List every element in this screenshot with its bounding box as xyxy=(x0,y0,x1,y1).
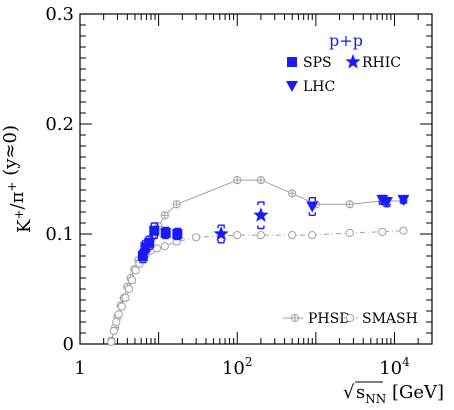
smash-point xyxy=(121,293,130,302)
smash-point xyxy=(152,244,161,253)
smash-point xyxy=(345,228,354,237)
x-tick-label: 102 xyxy=(222,355,253,379)
series-sps xyxy=(137,222,183,264)
legend-label-smash: SMASH xyxy=(362,311,418,327)
y-axis-label: K+/π+ (y≈0) xyxy=(0,125,35,233)
smash-point xyxy=(131,266,140,275)
x-axis-label-s: s xyxy=(356,382,365,403)
rhic-point xyxy=(253,207,269,222)
y-tick-label: 0.2 xyxy=(45,114,74,135)
y-tick-label: 0.3 xyxy=(45,4,74,25)
phsd-point xyxy=(160,211,169,220)
x-axis-label-body: sNN [GeV] xyxy=(356,382,444,406)
legend-label-sps: SPS xyxy=(303,55,332,71)
smash-point xyxy=(128,276,137,285)
legend-item-sps: SPS xyxy=(287,55,332,71)
legend-item-rhic: RHIC xyxy=(345,54,401,71)
y-tick-label: 0.1 xyxy=(45,224,74,245)
lhc-point xyxy=(380,197,393,209)
legend-label-lhc: LHC xyxy=(303,79,335,95)
sps-point xyxy=(144,237,155,248)
smash-point xyxy=(112,317,121,327)
y-axis-label-sup: + xyxy=(5,182,19,192)
phsd-point xyxy=(172,200,181,209)
x-axis-label-rest: [GeV] xyxy=(386,382,444,403)
series-rhic xyxy=(213,201,269,244)
x-axis-label-root: √ xyxy=(343,382,355,403)
rhic-syst-bottom xyxy=(217,239,225,244)
y-axis-label-part: K xyxy=(14,219,35,233)
legend-marker-smash xyxy=(345,313,355,323)
smash-point xyxy=(160,242,169,251)
legend-marker-sps xyxy=(287,57,297,67)
smash-point xyxy=(256,231,266,240)
sps-syst-bottom xyxy=(150,235,158,240)
y-axis-label-part: (y≈0) xyxy=(0,125,21,181)
y-tick-label: 0 xyxy=(63,334,74,355)
rhic-point xyxy=(213,226,229,241)
rhic-syst-bottom xyxy=(257,225,265,230)
smash-point xyxy=(124,284,134,294)
rhic-syst-top xyxy=(217,224,225,229)
legend-group-title: p+p xyxy=(329,31,363,50)
lhc-point xyxy=(397,194,410,206)
legend-item-phsd: PHSD xyxy=(283,311,350,327)
lhc-point xyxy=(306,201,319,213)
sps-point xyxy=(160,227,171,238)
sps-point xyxy=(172,229,183,239)
lhc-syst-top xyxy=(308,197,316,201)
smash-point xyxy=(192,233,201,242)
legend-label-rhic: RHIC xyxy=(362,55,401,71)
smash-point xyxy=(114,310,123,319)
sps-point xyxy=(149,225,160,236)
x-axis-label-sub: NN xyxy=(365,392,386,406)
smash-point xyxy=(308,231,317,240)
y-axis-label-sup: + xyxy=(12,209,26,219)
phsd-point xyxy=(233,176,242,185)
phsd-point xyxy=(256,176,266,185)
x-tick-label: 104 xyxy=(379,355,410,379)
x-tick-label: 1 xyxy=(74,358,85,379)
sps-syst-top xyxy=(150,222,158,226)
legend-marker-lhc xyxy=(286,81,298,92)
series-lhc xyxy=(306,194,410,216)
lhc-syst-bottom xyxy=(308,212,316,216)
x-axis-label: √ sNN [GeV] xyxy=(343,381,444,406)
legend-item-smash: SMASH xyxy=(338,311,418,327)
smash-point xyxy=(107,337,116,346)
smash-point xyxy=(288,231,297,240)
smash-point xyxy=(378,227,387,236)
smash-point xyxy=(117,302,126,311)
smash-point xyxy=(109,326,119,335)
legend-marker-phsd xyxy=(290,313,300,323)
phsd-point xyxy=(288,189,297,198)
x-tick-exponent: 2 xyxy=(245,355,253,369)
rhic-syst-top xyxy=(257,201,265,206)
y-axis-label-part: /π xyxy=(7,191,28,209)
legend-marker-rhic xyxy=(345,54,361,69)
sps-point xyxy=(137,251,148,261)
smash-point xyxy=(233,231,242,240)
x-tick-exponent: 4 xyxy=(402,355,410,369)
smash-point xyxy=(399,226,408,235)
legend-label-phsd: PHSD xyxy=(308,311,350,327)
legend-item-lhc: LHC xyxy=(286,79,335,95)
phsd-point xyxy=(345,200,354,209)
